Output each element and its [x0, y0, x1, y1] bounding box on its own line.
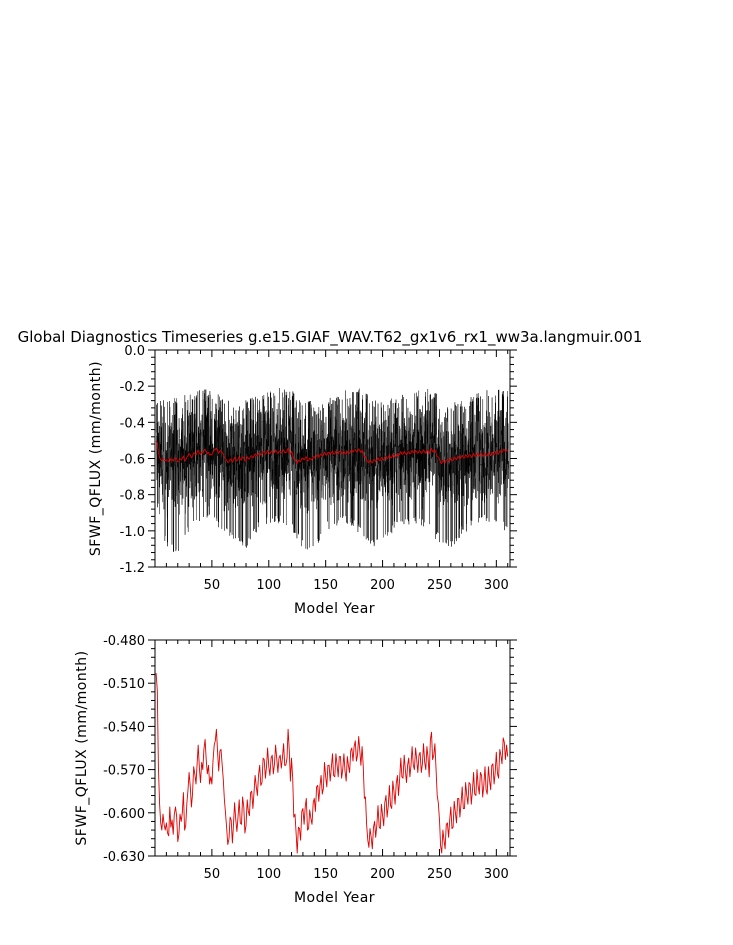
x-tick-label: 150	[313, 867, 338, 882]
y-tick-label: -0.480	[103, 634, 145, 649]
top-panel-ticks: 50 100 150 200 250 300 0.0 -0.2 -0.4 -0.6 -0.8 -1.0…	[120, 344, 517, 593]
y-tick-label: -0.8	[120, 489, 145, 504]
monthly-values-line	[155, 388, 509, 552]
annual-mean-line	[155, 673, 509, 854]
top-plot-frame	[154, 349, 511, 568]
top-monthly-series	[155, 388, 509, 552]
y-tick-label: -0.4	[120, 416, 145, 431]
y-tick-label: -0.6	[120, 453, 145, 468]
annual-mean-line	[155, 440, 509, 465]
bottom-x-axis-label: Model Year	[294, 890, 375, 906]
figure-title: Global Diagnostics Timeseries g.e15.GIAF…	[18, 328, 643, 347]
bottom-y-axis-label: SFWF_QFLUX (mm/month)	[74, 650, 90, 845]
x-tick-label: 250	[427, 578, 452, 593]
y-tick-label: -0.540	[103, 720, 145, 735]
x-tick-label: 50	[204, 867, 221, 882]
x-tick-label: 200	[370, 867, 395, 882]
bottom-panel: 50 100 150 200 250 300 -0.480 -0.510 -0.540 -0.57…	[74, 634, 517, 906]
x-tick-label: 100	[256, 578, 281, 593]
x-tick-label: 200	[370, 578, 395, 593]
bottom-panel-ticks: 50 100 150 200 250 300 -0.480 -0.510 -0.540 -0.57…	[103, 634, 517, 882]
top-panel: 50 100 150 200 250 300 0.0 -0.2 -0.4 -0.6 -0.8 -1.0…	[88, 344, 517, 617]
y-tick-label: -0.510	[103, 677, 145, 692]
x-tick-label: 100	[256, 867, 281, 882]
y-tick-label: -1.0	[120, 525, 145, 540]
y-tick-label: -0.2	[120, 380, 145, 395]
top-annual-mean-series	[155, 440, 509, 465]
y-tick-label: -0.600	[103, 807, 145, 822]
top-y-axis-label: SFWF_QFLUX (mm/month)	[88, 361, 104, 556]
bottom-annual-mean-series	[155, 673, 509, 854]
y-tick-label: 0.0	[124, 344, 145, 359]
x-tick-label: 300	[484, 578, 509, 593]
x-tick-label: 150	[313, 578, 338, 593]
bottom-plot-frame	[154, 639, 511, 857]
x-tick-label: 250	[427, 867, 452, 882]
x-tick-label: 300	[484, 867, 509, 882]
y-tick-label: -0.630	[103, 850, 145, 865]
y-tick-label: -0.570	[103, 764, 145, 779]
y-tick-label: -1.2	[120, 561, 145, 576]
x-tick-label: 50	[204, 578, 221, 593]
top-x-axis-label: Model Year	[294, 601, 375, 617]
